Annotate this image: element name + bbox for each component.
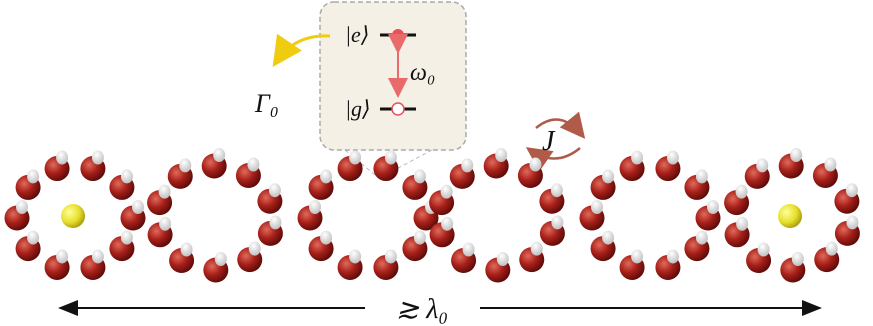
atom-cap <box>824 158 836 172</box>
atom-cap <box>16 200 28 214</box>
frequency-label: ω₀ <box>410 60 435 86</box>
atom-cap <box>667 249 679 263</box>
atom-cap <box>215 252 227 266</box>
atom-cap <box>181 242 193 256</box>
ground-population <box>392 103 404 115</box>
ground-state-label: |g⟩ <box>345 96 371 121</box>
atom-cap <box>385 151 397 165</box>
atom-cap <box>551 183 563 197</box>
atom-cap <box>92 151 104 165</box>
atom-cap <box>531 242 543 256</box>
atom-cap <box>247 158 259 172</box>
inset-box <box>320 2 466 150</box>
atom-cap <box>631 249 643 263</box>
atom-cap <box>497 252 509 266</box>
decay-label: Γ₀ <box>254 89 279 118</box>
excited-state-label: |e⟩ <box>345 22 369 47</box>
atom-cap <box>159 185 171 199</box>
atom-cap <box>269 215 281 229</box>
length-label: ≳ λ₀ <box>396 294 448 325</box>
atom-cap <box>736 185 748 199</box>
atom-cap <box>790 148 802 162</box>
atom-cap <box>269 183 281 197</box>
atom-cap <box>56 151 68 165</box>
atom-cap <box>792 252 804 266</box>
atom-cap <box>249 242 261 256</box>
atom-cap <box>349 249 361 263</box>
atom-chain <box>5 148 860 282</box>
atom-cap <box>213 148 225 162</box>
atom-cap <box>758 242 770 256</box>
excited-population <box>392 29 404 41</box>
atom-cap <box>463 242 475 256</box>
atom-cap <box>461 158 473 172</box>
atom-cap <box>551 215 563 229</box>
atom-cap <box>27 169 39 183</box>
atom-cap <box>707 200 719 214</box>
atom-cap <box>696 231 708 245</box>
atom-cap <box>414 169 426 183</box>
atom-cap <box>631 151 643 165</box>
atom-cap <box>846 215 858 229</box>
defect-atom <box>778 204 802 228</box>
coupling-arrow <box>530 148 580 159</box>
atom-cap <box>441 217 453 231</box>
atom-cap <box>320 231 332 245</box>
atom-cap <box>121 231 133 245</box>
atom-cap <box>602 231 614 245</box>
atom-cap <box>529 158 541 172</box>
atom-cap <box>159 217 171 231</box>
atom-cap <box>591 200 603 214</box>
atom-cap <box>756 158 768 172</box>
atom-cap <box>696 169 708 183</box>
atom-cap <box>56 249 68 263</box>
atom-cap <box>179 158 191 172</box>
atom-cap <box>309 200 321 214</box>
atom-cap <box>846 183 858 197</box>
atom-cap <box>349 151 361 165</box>
atom-cap <box>385 249 397 263</box>
defect-atom <box>61 204 85 228</box>
atom-cap <box>92 249 104 263</box>
atom-cap <box>414 231 426 245</box>
atom-cap <box>826 242 838 256</box>
figure: |e⟩ |g⟩ ω₀ Γ₀ J ≳ λ₀ <box>0 0 873 326</box>
atom-cap <box>441 185 453 199</box>
atom-cap <box>495 148 507 162</box>
atom-cap <box>602 169 614 183</box>
atom-cap <box>736 217 748 231</box>
atom-cap <box>121 169 133 183</box>
atom-cap <box>667 151 679 165</box>
atom-cap <box>320 169 332 183</box>
coupling-label: J <box>542 126 556 157</box>
atom-cap <box>132 200 144 214</box>
atom-cap <box>27 231 39 245</box>
